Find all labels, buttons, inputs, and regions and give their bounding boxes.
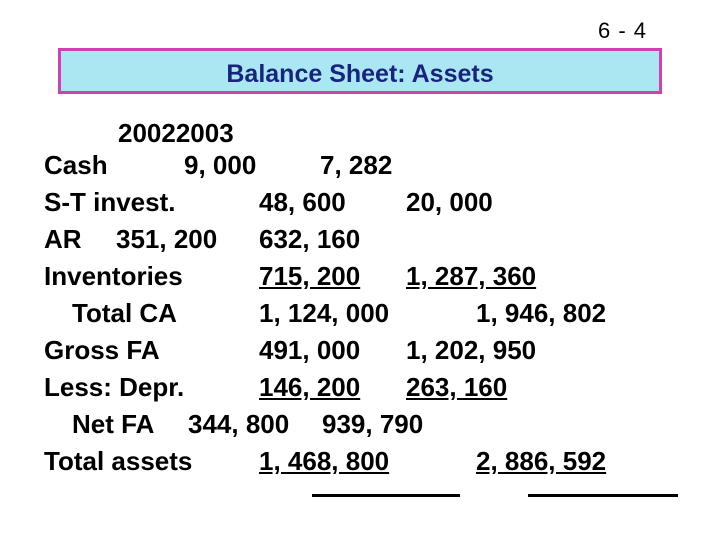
gross-fa-2003: 1, 202, 950 bbox=[406, 335, 537, 365]
slide-number: 6 - 4 bbox=[598, 18, 648, 43]
less-depr-2003: 263, 160 bbox=[406, 372, 508, 402]
cash-2002: 9, 000 bbox=[184, 150, 257, 180]
row-label-total-assets: Total assets bbox=[44, 446, 193, 476]
net-fa-2003: 939, 790 bbox=[322, 409, 424, 439]
title-box: Balance Sheet: Assets bbox=[58, 48, 662, 94]
row-label-gross-fa: Gross FA bbox=[44, 335, 160, 365]
row-label-net-fa: Net FA bbox=[72, 409, 155, 439]
ar-2002: 351, 200 bbox=[116, 224, 218, 254]
row-label-st-invest: S-T invest. bbox=[44, 187, 176, 217]
row-label-ar: AR bbox=[44, 224, 82, 254]
total-assets-2003: 2, 886, 592 bbox=[476, 446, 607, 476]
row-label-inventories: Inventories bbox=[44, 261, 183, 291]
ar-2003: 632, 160 bbox=[259, 224, 361, 254]
total-assets-2003-rule bbox=[528, 494, 678, 497]
row-label-total-ca: Total CA bbox=[72, 298, 177, 328]
total-assets-2002: 1, 468, 800 bbox=[259, 446, 390, 476]
row-label-cash: Cash bbox=[44, 150, 108, 180]
st-invest-2002: 48, 600 bbox=[259, 187, 346, 217]
row-label-less-depr: Less: Depr. bbox=[44, 372, 185, 402]
gross-fa-2002: 491, 000 bbox=[259, 335, 361, 365]
net-fa-2002: 344, 800 bbox=[188, 409, 290, 439]
total-assets-2002-rule bbox=[312, 494, 460, 497]
st-invest-2003: 20, 000 bbox=[406, 187, 493, 217]
inventories-2003: 1, 287, 360 bbox=[406, 261, 537, 291]
total-ca-2002: 1, 124, 000 bbox=[259, 298, 390, 328]
total-ca-2003: 1, 946, 802 bbox=[476, 298, 607, 328]
slide-title: Balance Sheet: Assets bbox=[226, 60, 494, 88]
less-depr-2002: 146, 200 bbox=[259, 372, 361, 402]
inventories-2002: 715, 200 bbox=[259, 261, 361, 291]
year-header: 20022003 bbox=[118, 118, 234, 148]
cash-2003: 7, 282 bbox=[320, 150, 393, 180]
